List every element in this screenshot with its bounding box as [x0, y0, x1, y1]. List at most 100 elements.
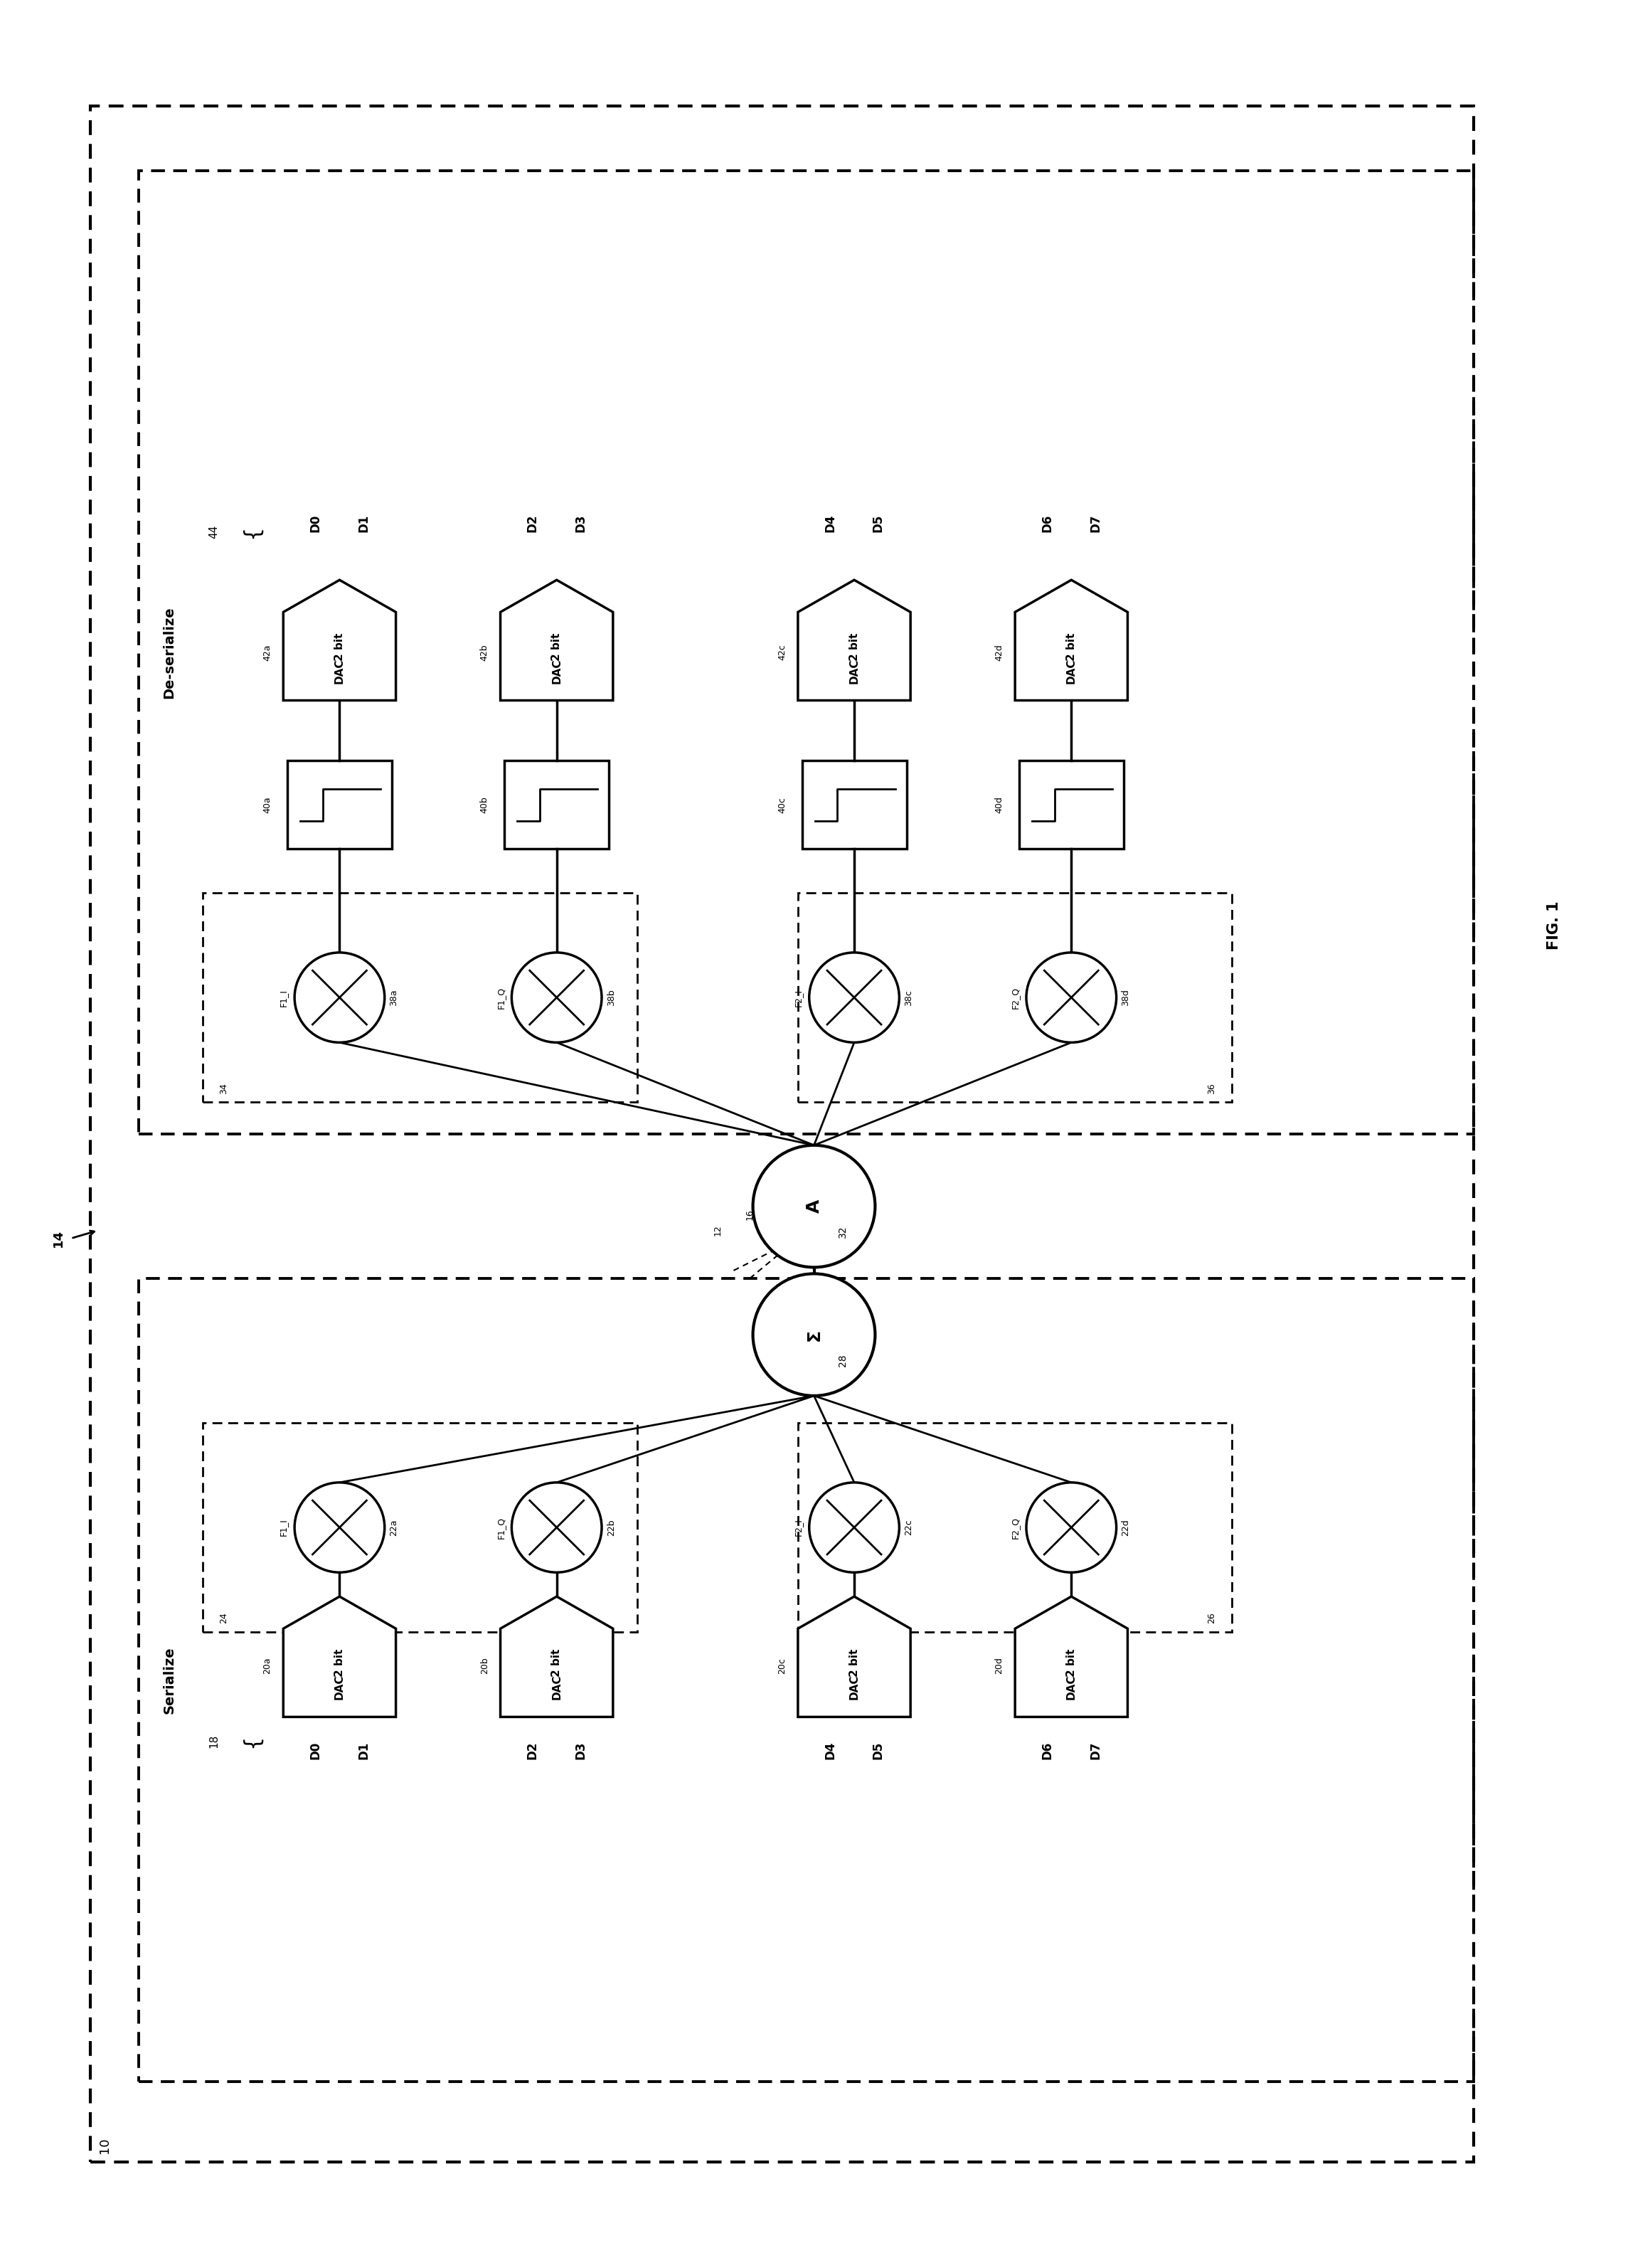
- Text: 22c: 22c: [904, 1520, 913, 1535]
- Text: F1_Q: F1_Q: [497, 1517, 505, 1538]
- Text: 40d: 40d: [995, 796, 1004, 814]
- Text: D3: D3: [575, 1742, 588, 1760]
- Text: F2_I: F2_I: [793, 1520, 803, 1535]
- Polygon shape: [798, 1597, 910, 1717]
- Text: {: {: [241, 524, 262, 540]
- Bar: [1019, 760, 1123, 848]
- Text: De-serialize: De-serialize: [163, 606, 176, 699]
- Bar: [505, 760, 609, 848]
- Text: 22d: 22d: [1122, 1520, 1130, 1535]
- Circle shape: [295, 953, 384, 1043]
- Bar: [204, 894, 637, 1102]
- Text: D1: D1: [357, 515, 370, 531]
- Text: 20a: 20a: [262, 1658, 272, 1674]
- Text: DAC: DAC: [552, 1674, 562, 1699]
- Text: 38c: 38c: [904, 989, 913, 1005]
- Text: F2_I: F2_I: [793, 989, 803, 1007]
- Bar: [204, 1422, 637, 1631]
- Text: 2 bit: 2 bit: [848, 633, 860, 660]
- Polygon shape: [283, 581, 396, 701]
- Text: D4: D4: [824, 1742, 837, 1760]
- Text: D4: D4: [824, 515, 837, 531]
- Text: FIG. 1: FIG. 1: [1547, 900, 1561, 950]
- Text: Serialize: Serialize: [163, 1647, 176, 1715]
- Text: DAC: DAC: [1066, 1674, 1076, 1699]
- Text: F2_Q: F2_Q: [1011, 1517, 1019, 1538]
- Text: 14: 14: [52, 1229, 65, 1247]
- Polygon shape: [1014, 1597, 1128, 1717]
- Text: 40b: 40b: [480, 796, 488, 814]
- Text: F1_I: F1_I: [278, 989, 288, 1007]
- Text: D6: D6: [1040, 1742, 1053, 1760]
- Text: 24: 24: [218, 1613, 228, 1624]
- Text: 2 bit: 2 bit: [1066, 1649, 1076, 1676]
- Bar: [803, 760, 907, 848]
- Text: 32: 32: [838, 1225, 848, 1238]
- Circle shape: [809, 1483, 899, 1572]
- Text: 10: 10: [98, 2139, 111, 2155]
- Text: 16: 16: [746, 1209, 754, 1220]
- Circle shape: [511, 1483, 602, 1572]
- Text: Σ: Σ: [806, 1329, 822, 1340]
- Text: 38d: 38d: [1122, 989, 1130, 1007]
- Bar: [287, 760, 392, 848]
- Text: 42c: 42c: [778, 644, 786, 660]
- Text: 28: 28: [838, 1354, 848, 1368]
- Text: 2 bit: 2 bit: [552, 1649, 562, 1676]
- Text: 40a: 40a: [262, 796, 272, 814]
- Text: DAC: DAC: [848, 1674, 860, 1699]
- Text: A: A: [806, 1200, 822, 1213]
- Text: F1_Q: F1_Q: [497, 987, 505, 1009]
- Text: 42d: 42d: [995, 644, 1004, 660]
- Text: 42b: 42b: [480, 644, 488, 660]
- Text: 26: 26: [1206, 1613, 1216, 1624]
- Text: 22a: 22a: [389, 1520, 399, 1535]
- Text: 22b: 22b: [607, 1520, 615, 1535]
- Text: 34: 34: [218, 1082, 228, 1093]
- Bar: [138, 170, 1473, 1134]
- Text: F1_I: F1_I: [278, 1520, 288, 1535]
- Text: D2: D2: [526, 515, 539, 531]
- Circle shape: [809, 953, 899, 1043]
- Text: DAC: DAC: [334, 658, 345, 683]
- Text: 2 bit: 2 bit: [1066, 633, 1076, 660]
- Circle shape: [295, 1483, 384, 1572]
- Polygon shape: [500, 1597, 614, 1717]
- Text: 12: 12: [713, 1225, 723, 1236]
- Polygon shape: [500, 581, 614, 701]
- Text: 20c: 20c: [778, 1658, 786, 1674]
- Text: D5: D5: [873, 1742, 884, 1760]
- Circle shape: [752, 1275, 876, 1395]
- Text: D6: D6: [1040, 515, 1053, 531]
- Text: DAC: DAC: [552, 658, 562, 683]
- Text: D2: D2: [526, 1742, 539, 1760]
- Text: 44: 44: [208, 524, 218, 538]
- Bar: [138, 1279, 1473, 2082]
- Text: DAC: DAC: [1066, 658, 1076, 683]
- Text: DAC: DAC: [848, 658, 860, 683]
- Text: D5: D5: [873, 515, 884, 531]
- Text: 2 bit: 2 bit: [848, 1649, 860, 1676]
- Text: {: {: [241, 1735, 262, 1749]
- Text: D1: D1: [357, 1742, 370, 1760]
- Text: 42a: 42a: [262, 644, 272, 660]
- Circle shape: [511, 953, 602, 1043]
- Text: D7: D7: [1089, 1742, 1102, 1760]
- Text: 18: 18: [208, 1735, 218, 1749]
- Text: 38b: 38b: [607, 989, 615, 1007]
- Text: 36: 36: [1206, 1082, 1216, 1093]
- Polygon shape: [798, 581, 910, 701]
- Circle shape: [752, 1145, 876, 1268]
- Circle shape: [1026, 1483, 1117, 1572]
- Text: D0: D0: [309, 515, 322, 531]
- Text: D0: D0: [309, 1742, 322, 1760]
- Text: 40c: 40c: [778, 796, 786, 812]
- Text: 2 bit: 2 bit: [552, 633, 562, 660]
- Text: D3: D3: [575, 515, 588, 531]
- Bar: [90, 107, 1473, 2161]
- Bar: [798, 894, 1232, 1102]
- Polygon shape: [1014, 581, 1128, 701]
- Text: 2 bit: 2 bit: [334, 633, 345, 660]
- Bar: [798, 1422, 1232, 1631]
- Text: DAC: DAC: [334, 1674, 345, 1699]
